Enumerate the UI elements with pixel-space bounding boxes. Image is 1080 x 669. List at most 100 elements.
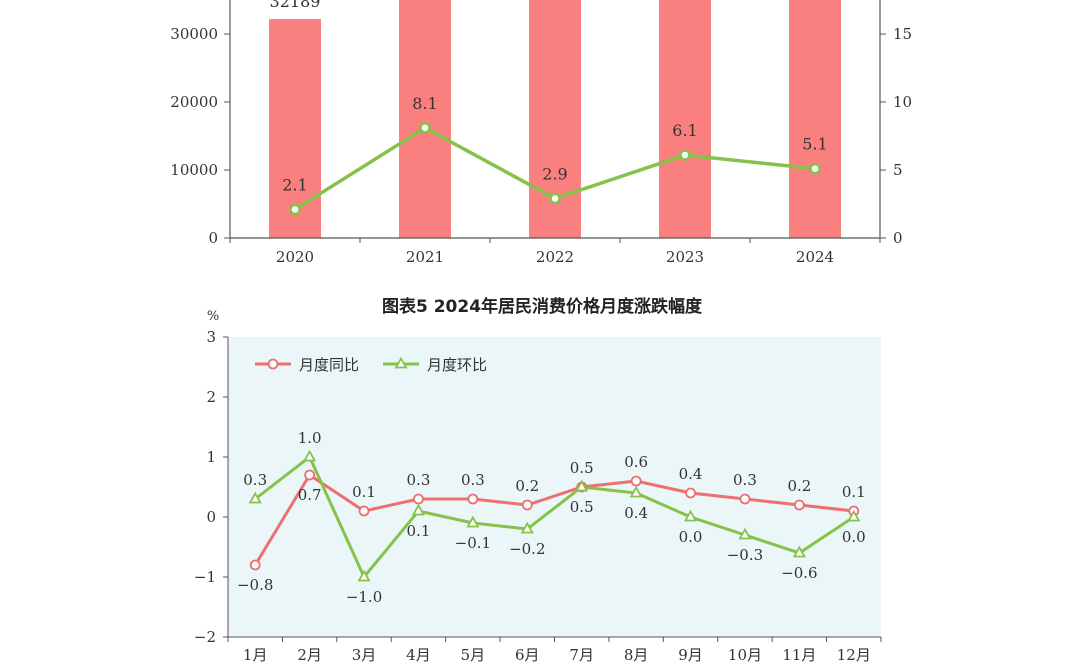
growth-rate-point <box>809 162 821 175</box>
月度同比-point <box>267 358 279 370</box>
x-tick-label: 3月 <box>352 646 377 664</box>
y-tick-label: 3 <box>206 328 216 346</box>
月度同比-label: 0.1 <box>352 483 376 501</box>
月度同比-label: 0.2 <box>787 477 811 495</box>
月度环比-label: 0.4 <box>624 504 648 522</box>
月度环比-point <box>248 491 262 504</box>
x-tick-label: 2021 <box>406 248 444 266</box>
月度同比-label: 0.4 <box>679 465 703 483</box>
x-tick-label: 2023 <box>666 248 704 266</box>
x-tick-label: 7月 <box>569 646 594 664</box>
月度同比-point <box>413 493 424 505</box>
月度环比-point <box>847 509 861 522</box>
月度同比-label: 0.1 <box>842 483 866 501</box>
chart-5-title: 图表5 2024年居民消费价格月度涨跌幅度 <box>381 297 703 317</box>
legend-label: 月度同比 <box>299 356 359 374</box>
y-tick-label: 0 <box>206 508 216 526</box>
y-tick-label: −1 <box>194 568 216 586</box>
plot-area-background <box>228 337 881 637</box>
月度环比-label: 0.1 <box>407 522 431 540</box>
growth-rate-label: 2.1 <box>282 175 307 194</box>
y-tick-label: 1 <box>206 448 216 466</box>
月度同比-label: 0.3 <box>733 471 757 489</box>
月度环比-point <box>466 515 480 528</box>
月度环比-label: −0.2 <box>509 540 545 558</box>
y-unit-label: % <box>207 309 219 324</box>
月度同比-label: 0.5 <box>570 459 594 477</box>
left-tick-label: 10000 <box>170 161 218 179</box>
月度同比-point <box>521 499 533 511</box>
y-tick-label: 2 <box>206 388 216 406</box>
月度环比-label: 0.0 <box>842 528 866 546</box>
left-tick-label: 20000 <box>170 93 218 111</box>
月度环比-label: −0.3 <box>727 546 763 564</box>
bar-2024 <box>789 0 841 238</box>
月度同比-label: 0.2 <box>515 477 539 495</box>
月度同比-point <box>467 493 479 505</box>
月度环比-line <box>254 454 855 580</box>
bar-2020 <box>269 19 321 238</box>
legend-label: 月度环比 <box>427 356 487 374</box>
月度环比-label: −0.6 <box>781 564 817 582</box>
月度环比-point <box>684 509 698 522</box>
月度同比-label: 0.3 <box>461 471 485 489</box>
chart-5-monthly-cpi: % 3 2 1 0 −1 −2 1月 2月 3月 4月 5月 6月 7月 8月 9月 10月 11月 12月 月度同… <box>194 309 882 664</box>
chart-4-disposable-income: 32189 2.1 8.1 2.9 6.1 5.1 0 10000 20000 30000 0 5 1… <box>170 0 912 266</box>
growth-rate-label: 2.9 <box>542 165 567 184</box>
月度环比-point <box>792 545 806 558</box>
月度环比-point <box>520 521 534 534</box>
x-tick-label: 2022 <box>536 248 574 266</box>
x-tick-label: 8月 <box>624 646 649 664</box>
x-tick-label: 11月 <box>782 646 816 664</box>
月度环比-label: 0.0 <box>679 528 703 546</box>
月度环比-point <box>411 503 425 516</box>
x-tick-label: 6月 <box>515 646 540 664</box>
月度环比-point <box>738 527 752 540</box>
月度同比-label: 0.6 <box>624 453 648 471</box>
right-tick-label: 5 <box>893 161 903 179</box>
月度同比-line <box>253 472 854 566</box>
月度同比-label: −0.8 <box>237 576 273 594</box>
left-tick-label: 0 <box>208 229 218 247</box>
月度同比-point <box>793 499 805 511</box>
月度同比-point <box>630 475 642 487</box>
月度环比-label: 0.5 <box>570 498 594 516</box>
x-tick-label: 12月 <box>837 646 871 664</box>
x-tick-label: 10月 <box>728 646 762 664</box>
growth-rate-label: 5.1 <box>802 135 827 154</box>
月度环比-point <box>575 479 589 492</box>
月度同比-point <box>304 469 316 481</box>
月度环比-point <box>394 356 408 369</box>
x-tick-label: 1月 <box>243 646 268 664</box>
月度环比-point <box>629 485 643 498</box>
月度同比-point <box>249 559 261 571</box>
月度环比-label: −1.0 <box>346 588 382 606</box>
growth-rate-label: 6.1 <box>672 121 697 140</box>
bar-value-label: 32189 <box>270 0 321 11</box>
right-tick-label: 15 <box>893 25 912 43</box>
right-tick-label: 10 <box>893 93 912 111</box>
月度同比-point <box>739 493 751 505</box>
月度环比-label: 1.0 <box>298 429 322 447</box>
月度环比-label: −0.1 <box>455 534 491 552</box>
x-tick-label: 2月 <box>297 646 322 664</box>
月度同比-label: 0.7 <box>298 486 322 504</box>
月度环比-label: 0.3 <box>243 471 267 489</box>
月度同比-point <box>685 487 696 499</box>
x-tick-label: 2024 <box>796 248 834 266</box>
x-tick-label: 4月 <box>406 646 431 664</box>
y-tick-label: −2 <box>194 628 216 646</box>
growth-rate-point <box>419 122 431 134</box>
月度环比-point <box>357 569 371 582</box>
x-tick-label: 9月 <box>678 646 703 664</box>
bar-2023 <box>659 0 711 238</box>
right-tick-label: 0 <box>893 229 903 247</box>
bar-2021 <box>399 0 451 238</box>
x-tick-label: 2020 <box>276 248 314 266</box>
growth-rate-point <box>549 192 561 205</box>
left-tick-label: 30000 <box>170 25 218 43</box>
growth-rate-point <box>289 203 301 216</box>
growth-rate-point <box>679 149 691 161</box>
月度环比-point <box>303 449 317 462</box>
growth-rate-label: 8.1 <box>412 94 437 113</box>
